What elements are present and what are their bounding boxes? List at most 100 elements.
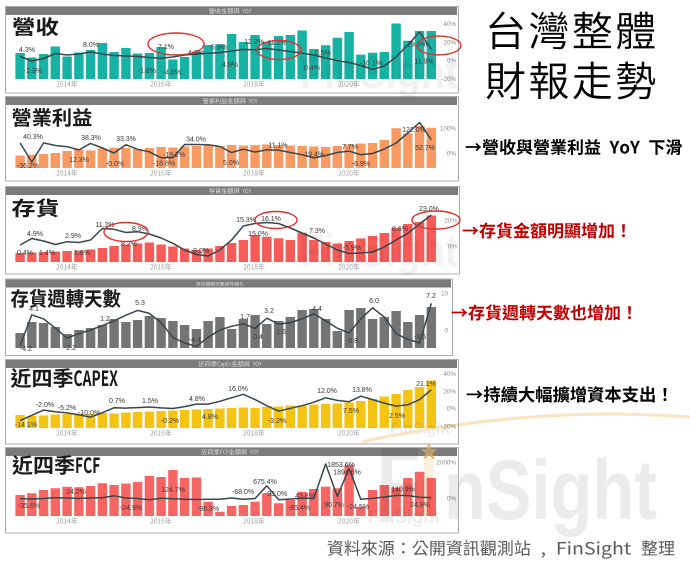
svg-text:7.7%: 7.7%: [342, 144, 358, 151]
svg-text:0: 0: [444, 327, 448, 334]
svg-text:8.2%: 8.2%: [121, 241, 137, 248]
svg-text:-0.2%: -0.2%: [161, 418, 179, 425]
svg-text:-85.4%: -85.4%: [288, 505, 310, 512]
svg-text:-0.0%: -0.0%: [106, 161, 124, 168]
svg-text:7.3%: 7.3%: [309, 228, 325, 235]
svg-text:4.8%: 4.8%: [189, 396, 205, 403]
svg-text:4.2%: 4.2%: [188, 50, 204, 57]
svg-text:2.5%: 2.5%: [389, 413, 405, 420]
svg-text:52.7%: 52.7%: [415, 145, 435, 152]
svg-text:20%: 20%: [444, 217, 457, 224]
svg-text:-93.0%: -93.0%: [265, 491, 287, 498]
svg-text:0.4%: 0.4%: [304, 65, 320, 72]
svg-text:5.9%: 5.9%: [211, 45, 227, 52]
svg-text:20%: 20%: [443, 389, 456, 396]
svg-text:-1.6%: -1.6%: [138, 68, 156, 75]
svg-text:1894.6%: 1894.6%: [333, 470, 361, 477]
svg-text:24.2%: 24.2%: [66, 489, 86, 496]
svg-text:8.0%: 8.0%: [83, 42, 99, 49]
svg-text:-96.3%: -96.3%: [197, 506, 219, 513]
svg-text:90.7%: 90.7%: [324, 502, 344, 509]
svg-text:0%: 0%: [447, 495, 457, 502]
svg-text:0.5%: 0.5%: [315, 50, 331, 57]
svg-text:0.4%: 0.4%: [17, 250, 33, 257]
svg-text:10: 10: [441, 290, 449, 297]
svg-text:FinSight: FinSight: [300, 224, 458, 276]
svg-text:4.1: 4.1: [29, 306, 39, 313]
svg-text:-24.5%: -24.5%: [347, 504, 369, 511]
svg-text:-20%: -20%: [441, 76, 456, 83]
svg-text:675.4%: 675.4%: [253, 479, 277, 486]
svg-text:11.9%: 11.9%: [414, 59, 433, 66]
svg-text:-3.2%: -3.2%: [268, 418, 286, 425]
svg-text:-3.5: -3.5: [414, 334, 426, 341]
svg-text:-35.6%: -35.6%: [18, 503, 40, 510]
svg-text:12.2%: 12.2%: [244, 39, 264, 46]
svg-text:0.7%: 0.7%: [109, 398, 125, 405]
svg-text:-0.8: -0.8: [346, 338, 358, 345]
svg-text:24.9%: 24.9%: [410, 502, 430, 509]
svg-text:122.0%: 122.0%: [402, 127, 426, 134]
svg-text:7.1%: 7.1%: [158, 44, 174, 51]
svg-text:5.0%: 5.0%: [223, 160, 239, 167]
svg-text:0.4: 0.4: [253, 334, 263, 341]
svg-text:-18.8%: -18.8%: [153, 161, 175, 168]
svg-text:-5.2%: -5.2%: [58, 405, 76, 412]
svg-text:15.0%: 15.0%: [248, 231, 268, 238]
svg-text:124.7%: 124.7%: [161, 487, 185, 494]
svg-text:-10.1%: -10.1%: [360, 61, 382, 68]
svg-text:0%: 0%: [447, 406, 457, 413]
svg-text:15.3%: 15.3%: [236, 217, 256, 224]
svg-text:11.1%: 11.1%: [268, 143, 287, 150]
svg-text:33.3%: 33.3%: [116, 136, 136, 143]
svg-text:11.2%: 11.2%: [95, 222, 114, 229]
svg-text:-2.2: -2.2: [64, 345, 76, 352]
svg-text:4.4: 4.4: [312, 306, 322, 313]
svg-text:4.3%: 4.3%: [19, 47, 35, 54]
svg-text:1.2: 1.2: [100, 316, 110, 323]
svg-text:40%: 40%: [443, 21, 456, 28]
svg-text:7.5%: 7.5%: [343, 408, 359, 415]
svg-text:FinSight: FinSight: [300, 46, 458, 98]
svg-text:1.6: 1.6: [276, 329, 286, 336]
svg-text:1.7: 1.7: [240, 314, 250, 321]
svg-text:F: F: [377, 426, 420, 544]
svg-text:7.2: 7.2: [426, 293, 436, 300]
svg-text:FinSight: FinSight: [368, 507, 441, 528]
svg-text:4.9%: 4.9%: [27, 231, 43, 238]
svg-text:40.3%: 40.3%: [23, 134, 43, 141]
svg-text:-24.9%: -24.9%: [120, 505, 142, 512]
svg-text:16.0%: 16.0%: [228, 386, 248, 393]
svg-text:4.9%: 4.9%: [222, 62, 238, 69]
svg-text:-4.2: -4.2: [20, 346, 32, 353]
svg-text:8.9%: 8.9%: [132, 226, 148, 233]
svg-text:5.3: 5.3: [135, 300, 145, 307]
svg-text:-19.4%: -19.4%: [302, 152, 324, 159]
svg-text:0%: 0%: [447, 58, 457, 65]
svg-text:1.6%: 1.6%: [74, 250, 90, 257]
svg-text:140.9%: 140.9%: [391, 487, 415, 494]
svg-text:34.0%: 34.0%: [186, 137, 206, 144]
svg-text:43.8%: 43.8%: [295, 493, 315, 500]
svg-text:-4.0%: -4.0%: [163, 70, 181, 77]
svg-text:11.2%: 11.2%: [267, 40, 286, 47]
svg-text:20%: 20%: [443, 39, 456, 46]
svg-text:100%: 100%: [440, 125, 457, 132]
svg-text:38.3%: 38.3%: [81, 135, 101, 142]
svg-text:-68.0%: -68.0%: [232, 489, 254, 496]
svg-text:16.1%: 16.1%: [261, 216, 281, 223]
svg-text:40%: 40%: [443, 371, 456, 378]
svg-text:23.0%: 23.0%: [419, 206, 439, 213]
svg-text:8.6%: 8.6%: [392, 226, 408, 233]
svg-text:21.1%: 21.1%: [416, 381, 436, 388]
svg-text:0%: 0%: [448, 243, 458, 250]
svg-text:-5.9%: -5.9%: [343, 245, 361, 252]
svg-text:2000%: 2000%: [436, 459, 456, 466]
svg-text:-10.0%: -10.0%: [78, 410, 100, 417]
svg-text:4.8%: 4.8%: [202, 414, 218, 421]
svg-text:1853.6%: 1853.6%: [327, 462, 355, 469]
svg-text:0%: 0%: [447, 150, 457, 157]
svg-text:1.4%: 1.4%: [39, 250, 55, 257]
svg-text:1.5%: 1.5%: [142, 398, 158, 405]
svg-text:nSight: nSight: [444, 443, 657, 537]
